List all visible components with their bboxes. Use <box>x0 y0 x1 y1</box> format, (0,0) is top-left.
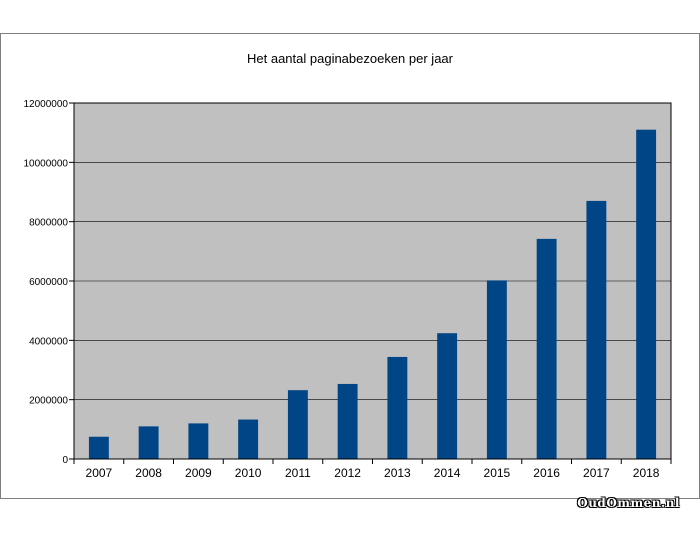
bar <box>387 356 408 459</box>
x-tick-label: 2008 <box>135 466 162 480</box>
x-tick-label: 2013 <box>384 466 411 480</box>
x-tick-label: 2007 <box>86 466 113 480</box>
bar <box>287 390 308 459</box>
bar <box>636 129 657 459</box>
oudommen-watermark-logo: OudOmmen.nl <box>577 496 680 510</box>
y-tick-label: 8000000 <box>29 218 68 229</box>
bar <box>437 333 458 459</box>
x-tick-label: 2011 <box>285 466 311 480</box>
y-tick-label: 12000000 <box>24 99 69 110</box>
y-tick-label: 2000000 <box>29 396 68 407</box>
chart-title: Het aantal paginabezoeken per jaar <box>247 51 453 66</box>
bar <box>238 419 259 459</box>
x-tick-label: 2015 <box>484 466 511 480</box>
y-tick-label: 0 <box>62 455 68 466</box>
y-tick-label: 10000000 <box>24 158 69 169</box>
bar <box>188 423 209 459</box>
bar <box>586 200 607 459</box>
x-tick-label: 2014 <box>434 466 461 480</box>
x-tick-label: 2012 <box>334 466 361 480</box>
bar <box>138 426 159 459</box>
y-tick-label: 4000000 <box>29 336 68 347</box>
bar <box>337 383 358 459</box>
x-tick-label: 2017 <box>583 466 610 480</box>
x-tick-label: 2010 <box>235 466 262 480</box>
bar <box>536 238 557 459</box>
y-tick-label: 6000000 <box>29 277 68 288</box>
x-tick-label: 2016 <box>533 466 560 480</box>
bar <box>88 436 109 459</box>
bar <box>486 280 507 459</box>
x-tick-label: 2009 <box>185 466 212 480</box>
x-tick-label: 2018 <box>633 466 660 480</box>
